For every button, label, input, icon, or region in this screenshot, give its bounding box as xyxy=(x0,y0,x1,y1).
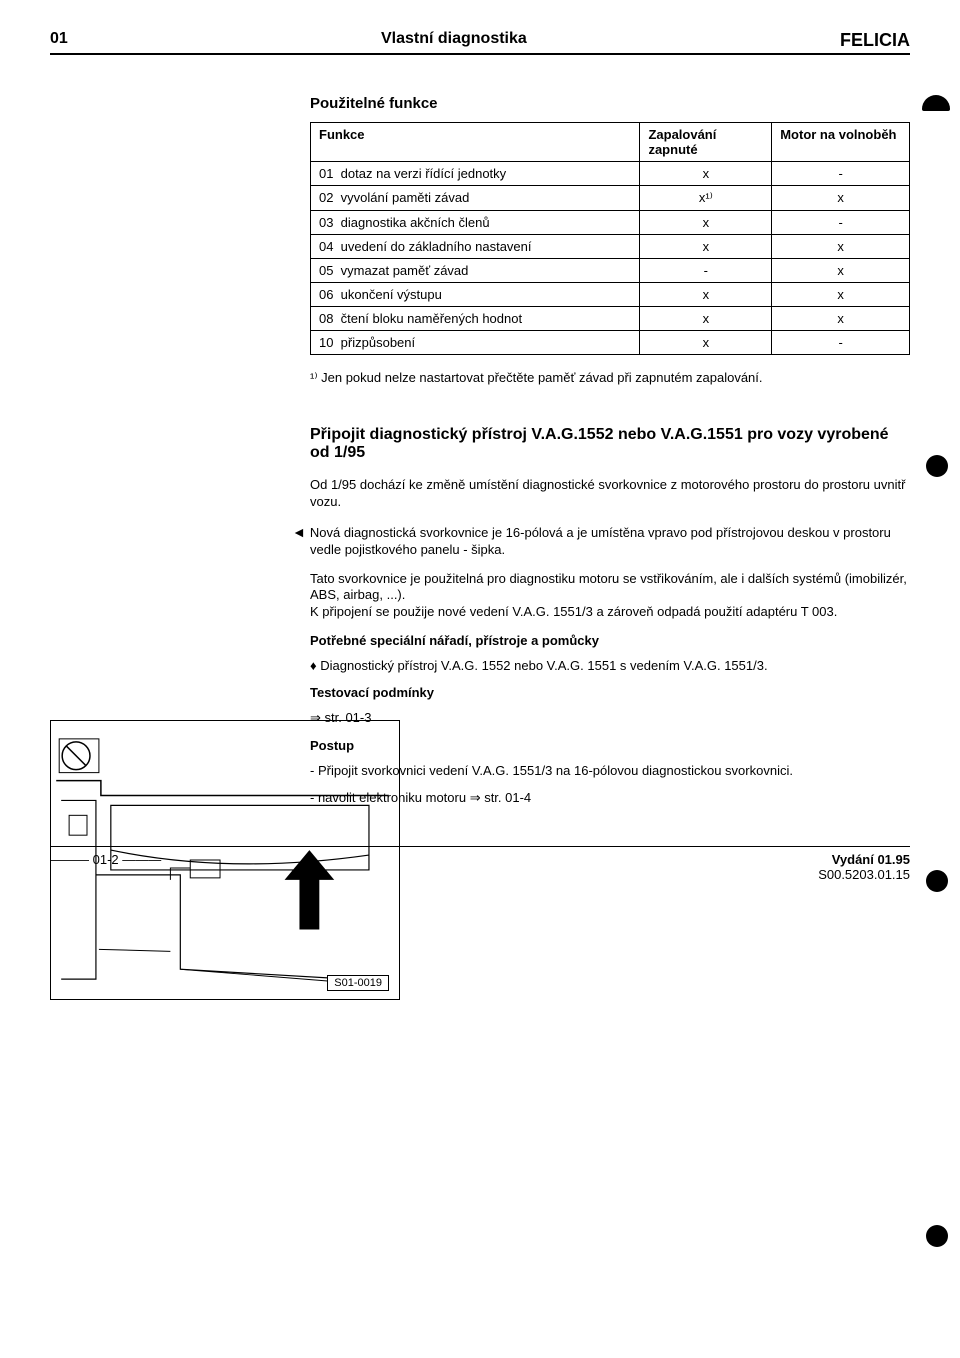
function-cell: 01 dotaz na verzi řídící jednotky xyxy=(311,162,640,186)
ignition-cell: x xyxy=(640,307,772,331)
table-row: 06 ukončení výstupuxx xyxy=(311,283,910,307)
idle-cell: - xyxy=(772,211,910,235)
col-function: Funkce xyxy=(311,123,640,162)
table-row: 08 čtení bloku naměřených hodnotxx xyxy=(311,307,910,331)
function-cell: 04 uvedení do základního nastavení xyxy=(311,235,640,259)
para-location-change: Od 1/95 dochází ke změně umístění diagno… xyxy=(310,477,910,511)
step-1: Připojit svorkovnici vedení V.A.G. 1551/… xyxy=(328,763,910,778)
test-conditions-heading: Testovací podmínky xyxy=(310,685,910,700)
ignition-cell: - xyxy=(640,259,772,283)
thumb-tab-icon xyxy=(922,95,950,111)
step-2: navolit elektroniku motoru ⇒ str. 01-4 xyxy=(328,790,910,806)
functions-table: Funkce Zapalování zapnuté Motor na volno… xyxy=(310,122,910,355)
ignition-cell: x xyxy=(640,235,772,259)
ignition-cell: x xyxy=(640,283,772,307)
idle-cell: x xyxy=(772,283,910,307)
page-header: 01 Vlastní diagnostika FELICIA xyxy=(50,30,910,55)
function-cell: 08 čtení bloku naměřených hodnot xyxy=(311,307,640,331)
function-cell: 05 vymazat paměť závad xyxy=(311,259,640,283)
idle-cell: x xyxy=(772,259,910,283)
ignition-cell: x xyxy=(640,162,772,186)
idle-cell: x xyxy=(772,235,910,259)
idle-cell: x xyxy=(772,307,910,331)
table-row: 03 diagnostika akčních členůx- xyxy=(311,211,910,235)
usable-functions-title: Použitelné funkce xyxy=(310,95,910,112)
test-conditions-ref: ⇒ str. 01-3 xyxy=(310,710,910,726)
tools-heading: Potřebné speciální nářadí, přístroje a p… xyxy=(310,633,910,648)
function-cell: 10 přizpůsobení xyxy=(311,331,640,355)
ignition-cell: x xyxy=(640,331,772,355)
figure-label: S01-0019 xyxy=(327,975,389,991)
table-row: 05 vymazat paměť závad-x xyxy=(311,259,910,283)
model-name: FELICIA xyxy=(840,30,910,51)
punch-hole-icon xyxy=(926,870,948,892)
chapter-title: Vlastní diagnostika xyxy=(381,30,527,51)
procedure-heading: Postup xyxy=(310,738,910,753)
table-row: 04 uvedení do základního nastaveníxx xyxy=(311,235,910,259)
dashboard-figure: S01-0019 xyxy=(50,720,400,1000)
punch-hole-icon xyxy=(926,455,948,477)
footnote: ¹⁾ Jen pokud nelze nastartovat přečtěte … xyxy=(330,370,910,386)
table-row: 10 přizpůsobeníx- xyxy=(311,331,910,355)
chapter-number: 01 xyxy=(50,30,68,51)
ignition-cell: x¹⁾ xyxy=(640,186,772,211)
para-connector-location: Nová diagnostická svorkovnice je 16-pólo… xyxy=(310,523,910,559)
connect-heading: Připojit diagnostický přístroj V.A.G.155… xyxy=(310,426,910,462)
idle-cell: x xyxy=(772,186,910,211)
col-ignition: Zapalování zapnuté xyxy=(640,123,772,162)
punch-hole-icon xyxy=(926,1225,948,1247)
function-cell: 06 ukončení výstupu xyxy=(311,283,640,307)
function-cell: 03 diagnostika akčních členů xyxy=(311,211,640,235)
edition-info: Vydání 01.95 S00.5203.01.15 xyxy=(818,852,910,882)
ignition-cell: x xyxy=(640,211,772,235)
tool-item: Diagnostický přístroj V.A.G. 1552 nebo V… xyxy=(328,658,910,673)
para-usage: Tato svorkovnice je použitelná pro diagn… xyxy=(310,571,910,622)
table-row: 01 dotaz na verzi řídící jednotkyx- xyxy=(311,162,910,186)
col-idle: Motor na volnoběh xyxy=(772,123,910,162)
idle-cell: - xyxy=(772,331,910,355)
function-cell: 02 vyvolání paměti závad xyxy=(311,186,640,211)
table-row: 02 vyvolání paměti závadx¹⁾x xyxy=(311,186,910,211)
idle-cell: - xyxy=(772,162,910,186)
